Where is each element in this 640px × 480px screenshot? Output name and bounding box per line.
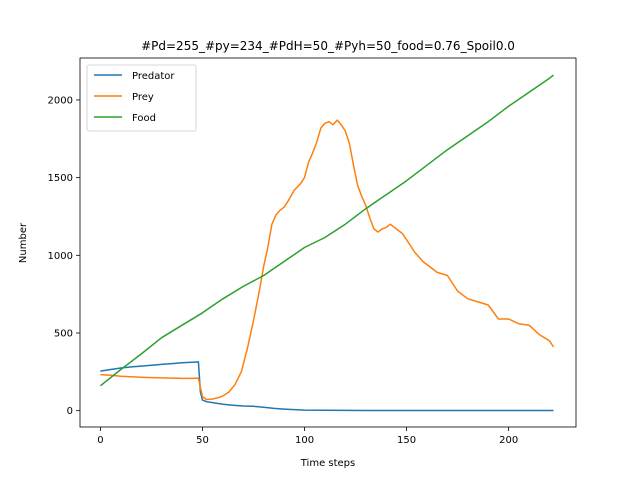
y-tick-label: 0 — [67, 406, 73, 417]
y-tick-label: 500 — [54, 329, 73, 340]
plot-frame — [79, 57, 577, 428]
legend-label-predator: Predator — [132, 71, 175, 82]
y-tick-label: 1500 — [48, 173, 73, 184]
plot-area — [79, 57, 577, 428]
legend: Predator Prey Food — [86, 64, 197, 132]
legend-label-prey: Prey — [132, 92, 154, 103]
x-tick-label: 100 — [295, 435, 314, 446]
legend-label-food: Food — [132, 113, 156, 124]
y-axis-label: Number — [18, 222, 29, 263]
y-axis: 0 500 1000 1500 2000 — [48, 95, 80, 417]
x-axis-label: Time steps — [300, 458, 356, 469]
legend-box — [86, 64, 197, 132]
x-tick-label: 50 — [196, 435, 209, 446]
x-tick-label: 0 — [97, 435, 103, 446]
series-layer — [99, 74, 555, 412]
x-axis: 0 50 100 150 200 — [97, 427, 518, 446]
x-tick-label: 150 — [397, 435, 416, 446]
y-tick-label: 2000 — [48, 95, 73, 106]
y-tick-label: 1000 — [48, 251, 73, 262]
series-line-prey — [100, 119, 555, 401]
x-tick-label: 200 — [499, 435, 518, 446]
series-line-predator — [100, 361, 554, 412]
series-line-food — [99, 74, 554, 387]
chart-title: #Pd=255_#py=234_#PdH=50_#Pyh=50_food=0.7… — [141, 39, 515, 53]
